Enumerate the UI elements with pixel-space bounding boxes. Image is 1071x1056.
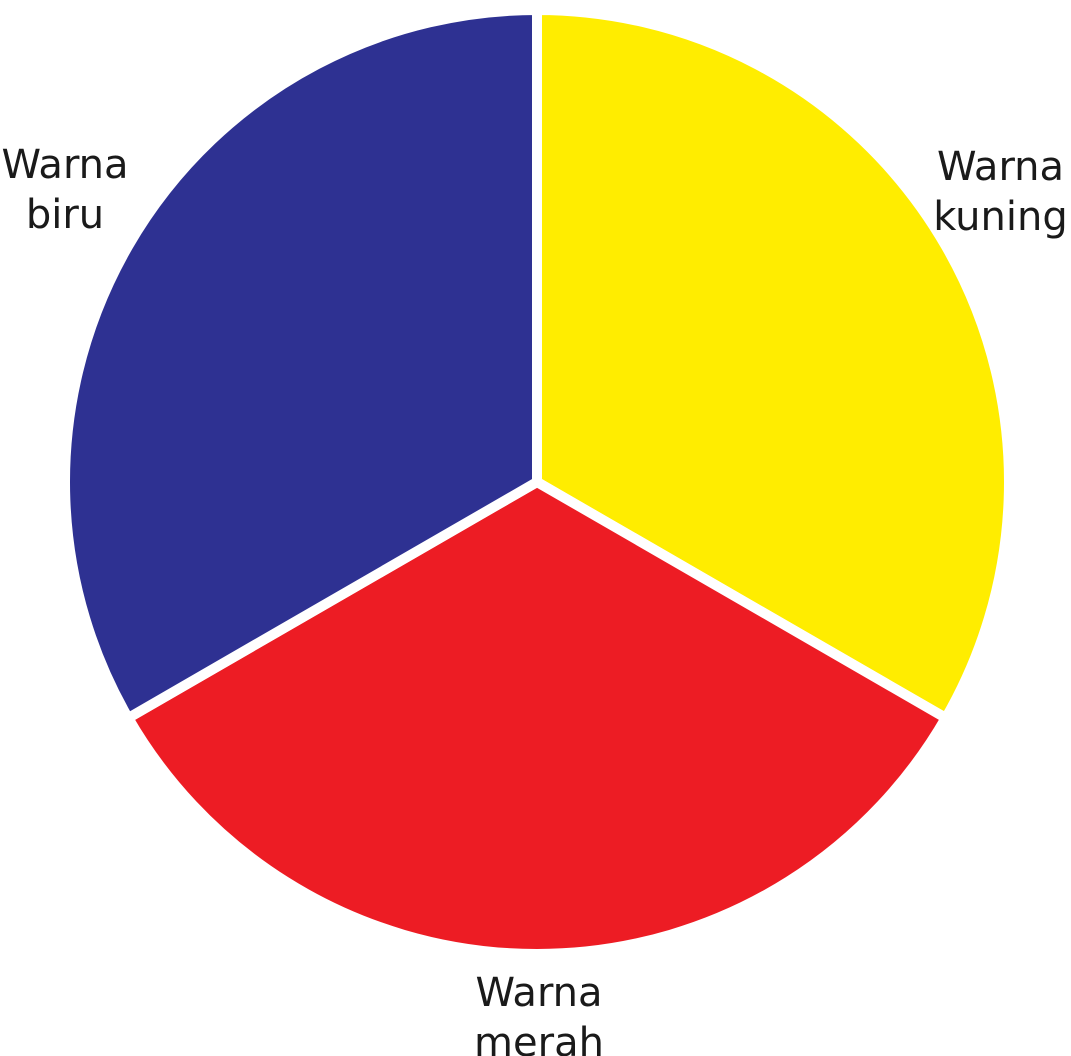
pie-slice-merah	[121, 476, 953, 959]
slice-label-biru-line2: biru	[25, 192, 105, 238]
slice-label-biru: Warna biru	[0, 140, 130, 240]
slice-label-merah-line1: Warna	[475, 970, 603, 1016]
slice-label-biru-line1: Warna	[1, 142, 129, 188]
pie-slice-biru	[60, 4, 542, 725]
slice-label-merah-line2: merah	[474, 1020, 604, 1056]
pie-slice-kuning	[532, 4, 1014, 725]
slice-label-kuning-line2: kuning	[933, 194, 1068, 240]
slice-label-merah: Warna merah	[470, 968, 608, 1056]
slice-label-kuning-line1: Warna	[936, 144, 1065, 190]
slice-label-kuning: Warna kuning	[930, 142, 1071, 242]
